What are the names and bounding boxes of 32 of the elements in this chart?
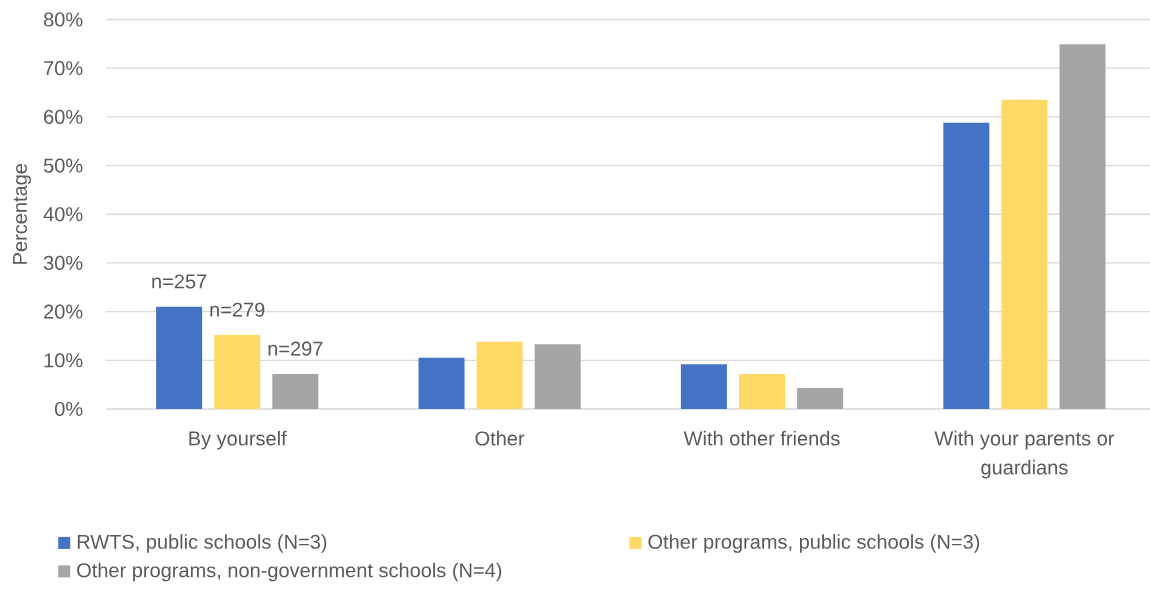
y-tick-label: 60% bbox=[44, 109, 83, 124]
bar bbox=[797, 388, 844, 409]
annotation: n=297 bbox=[268, 341, 323, 356]
annotation: n=257 bbox=[152, 274, 207, 289]
bar bbox=[476, 341, 523, 409]
legend-label: Other programs, non-government schools (N=4) bbox=[77, 562, 502, 582]
x-tick-label: With other friends bbox=[683, 430, 840, 446]
bar bbox=[214, 334, 261, 409]
bar bbox=[680, 364, 727, 409]
annotation: n=279 bbox=[210, 302, 265, 317]
y-tick-label: 70% bbox=[44, 61, 83, 76]
y-tick-label: 80% bbox=[43, 12, 83, 27]
bar bbox=[418, 357, 465, 409]
y-tick-label: 30% bbox=[43, 255, 83, 270]
legend-label: RWTS, public schools (N=3) bbox=[77, 534, 327, 553]
bar bbox=[943, 122, 990, 409]
y-tick-label: 10% bbox=[44, 353, 83, 368]
bar bbox=[272, 373, 319, 409]
y-tick-label: 40% bbox=[43, 207, 83, 222]
bar bbox=[1001, 99, 1048, 409]
x-tick-label: By yourself bbox=[189, 430, 287, 450]
x-tick-label: Other bbox=[475, 430, 525, 446]
x-tick-label: With your parents or guardians bbox=[934, 430, 1115, 479]
legend-label: Other programs, public schools (N=3) bbox=[648, 534, 980, 553]
y-axis-title: Percentage bbox=[13, 164, 31, 264]
y-tick-label: 20% bbox=[44, 304, 83, 319]
bar bbox=[534, 344, 581, 409]
bar bbox=[156, 306, 203, 409]
y-tick-label: 50% bbox=[43, 158, 83, 173]
bar bbox=[1059, 44, 1106, 409]
y-tick-label: 0% bbox=[55, 401, 83, 417]
bar bbox=[739, 373, 786, 409]
